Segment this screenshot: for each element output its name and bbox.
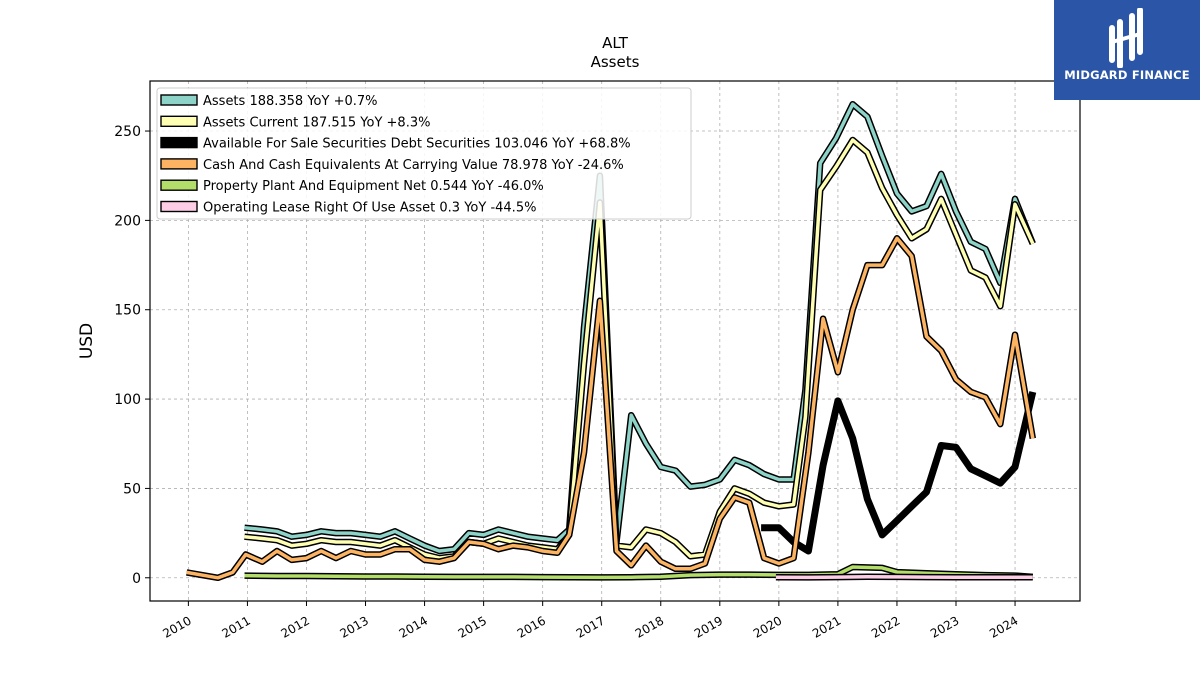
- legend-label: Property Plant And Equipment Net 0.544 Y…: [203, 179, 544, 194]
- series-line: [244, 563, 1034, 581]
- legend-label: Cash And Cash Equivalents At Carrying Va…: [203, 158, 624, 173]
- series-path: [186, 236, 1035, 580]
- logo-mark-icon: [1109, 8, 1143, 68]
- legend-box: [156, 87, 692, 220]
- y-tick-label: 100: [114, 392, 141, 408]
- chart-subtitle: Assets: [591, 53, 640, 71]
- series-path: [244, 565, 1033, 580]
- y-tick-label: 150: [114, 303, 141, 319]
- y-tick-label: 200: [114, 213, 141, 229]
- series-line: [244, 100, 1036, 555]
- plot-frame: [149, 80, 1081, 602]
- series-path: [775, 574, 1033, 580]
- legend-swatch: [160, 115, 198, 128]
- series-path: [244, 102, 1035, 553]
- series-line: [186, 235, 1037, 582]
- y-tick-label: 250: [114, 124, 141, 140]
- series-path: [244, 138, 1035, 560]
- logo-text: MIDGARD FINANCE: [1064, 68, 1190, 82]
- y-tick-label: 50: [123, 481, 141, 497]
- series-path: [761, 391, 1037, 555]
- legend-swatch: [160, 94, 198, 106]
- legend-swatch: [160, 158, 198, 170]
- series-line: [775, 573, 1033, 581]
- legend-label: Assets 188.358 YoY +0.7%: [203, 94, 378, 109]
- y-tick-label: 0: [132, 571, 141, 587]
- legend-swatch: [160, 179, 198, 191]
- brand-logo: MIDGARD FINANCE: [1054, 0, 1200, 100]
- y-axis-label: USD: [77, 323, 97, 359]
- series-line: [761, 391, 1037, 555]
- legend-swatch: [160, 136, 198, 149]
- legend-label: Assets Current 187.515 YoY +8.3%: [203, 115, 430, 130]
- chart-title: ALT: [602, 34, 629, 52]
- legend-swatch: [160, 200, 198, 213]
- series-line: [244, 136, 1036, 562]
- legend-label: Available For Sale Securities Debt Secur…: [203, 137, 631, 152]
- legend-label: Operating Lease Right Of Use Asset 0.3 Y…: [203, 201, 536, 216]
- series-lines: [186, 100, 1037, 582]
- legend: Assets 188.358 YoY +0.7% Assets Current 1…: [156, 87, 692, 220]
